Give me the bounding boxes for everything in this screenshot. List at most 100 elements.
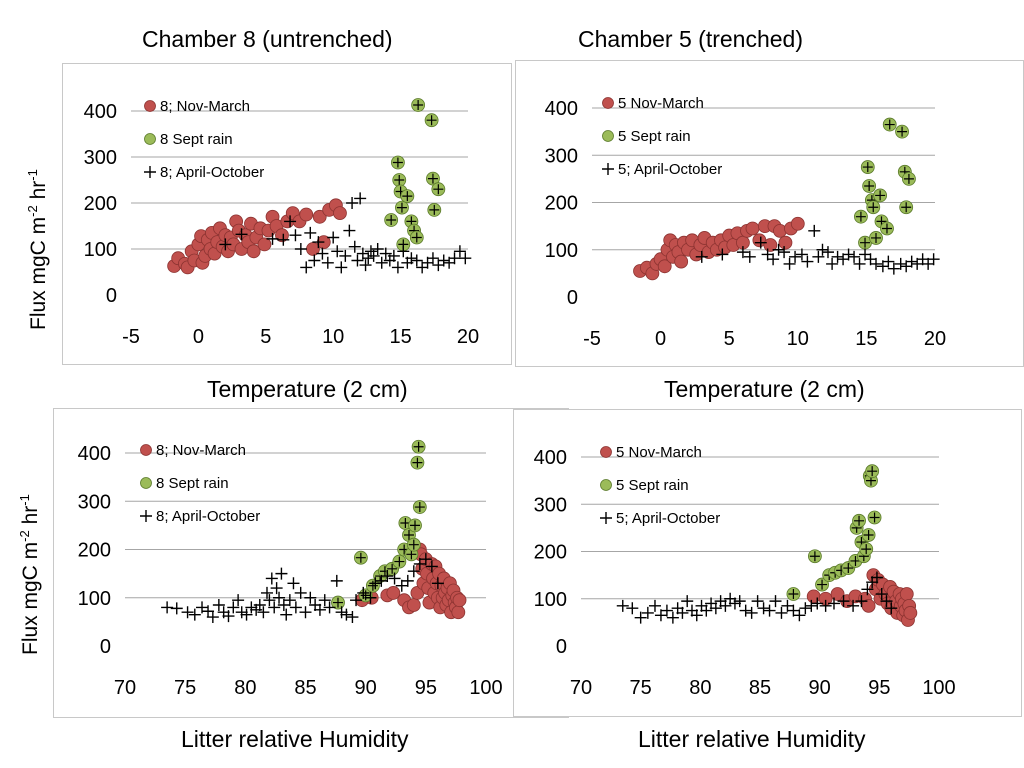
chart-panel-humidity-chamber-5: 0 100 200 300 400 70 75 80 85 90 95 100 5 Nov-March 5…	[513, 409, 1022, 717]
data-point-s1-5	[866, 200, 881, 215]
data-point-s2-14	[245, 601, 258, 614]
chart-svg-bl: 0 100 200 300 400 70 75 80 85 90 95 100 8; Nov-March…	[78, 439, 503, 699]
x-tick-label: 95	[868, 677, 890, 699]
x-tick-label: 80	[689, 677, 711, 699]
data-point-s1-12	[406, 537, 421, 552]
legend-marker-0	[144, 100, 156, 112]
chart-panel-humidity-chamber-8: 0 100 200 300 400 70 75 80 85 90 95 100 8; Nov-March…	[53, 408, 569, 718]
data-point-s2-2	[634, 611, 647, 624]
data-point-s2-11	[795, 248, 808, 261]
legend-marker-0	[140, 444, 152, 456]
x-tick-label: 5	[260, 326, 271, 348]
data-point-s0-11	[674, 254, 689, 269]
data-point-s1-16-cross	[867, 466, 878, 477]
data-point-s2-41	[866, 576, 879, 589]
data-point-s1-1	[353, 550, 368, 565]
data-point-s2-26	[280, 608, 293, 621]
data-point-s1-2-cross	[862, 162, 873, 173]
data-point-s2-41	[350, 594, 363, 607]
data-point-s2-47	[388, 572, 401, 585]
data-point-s1-9-cross	[881, 223, 892, 234]
data-point-s1-12-cross	[427, 173, 438, 184]
data-point-s0-38	[299, 207, 314, 222]
data-point-s1-1	[807, 549, 822, 564]
data-point-s2-9	[222, 610, 235, 623]
data-point-s2-27	[371, 243, 384, 255]
data-point-s2-15	[705, 597, 718, 610]
data-point-s2-11	[685, 604, 698, 617]
data-point-s1-2	[860, 160, 875, 174]
data-point-s2-34	[922, 257, 935, 270]
y-tick-label: 300	[545, 145, 578, 167]
y-tick-label: 300	[78, 491, 111, 513]
data-point-s1-4	[395, 200, 409, 215]
data-point-s2-28	[887, 262, 900, 275]
x-axis-label-temperature-right: Temperature (2 cm)	[664, 376, 865, 402]
data-point-s1-2	[815, 577, 829, 592]
y-tick-label: 400	[545, 98, 578, 120]
data-point-s0-34	[778, 235, 793, 250]
data-point-s2-50	[407, 565, 420, 578]
data-point-s1-7-cross	[875, 190, 886, 201]
y-tick-label: 0	[556, 636, 567, 658]
data-point-s1-11-cross	[897, 126, 908, 137]
data-point-s2-35	[927, 253, 940, 266]
data-point-s2-24	[275, 567, 288, 580]
data-point-s2-33	[916, 253, 929, 266]
x-tick-label: 0	[193, 326, 204, 348]
data-point-s2-6	[660, 604, 673, 617]
legend-marker-1	[602, 130, 614, 142]
data-point-s2-39	[340, 608, 353, 621]
data-point-s2-20	[728, 597, 741, 610]
data-point-s2-13	[695, 599, 708, 612]
data-point-s1-6	[869, 231, 883, 245]
data-point-s1-7	[873, 188, 888, 203]
data-point-s1-3-cross	[367, 580, 378, 591]
data-point-s1-1	[391, 155, 405, 170]
data-point-s1-1-cross	[860, 237, 871, 248]
data-point-s2-24	[751, 595, 764, 608]
data-point-s2-39	[426, 252, 439, 265]
legend-label-2: 5; April-October	[616, 510, 720, 527]
data-point-s1-16	[412, 500, 427, 514]
data-point-s2-36	[827, 597, 840, 610]
data-point-s2-40	[346, 611, 359, 624]
data-point-s2-25	[757, 602, 770, 615]
data-point-s2-1	[170, 602, 183, 615]
data-point-s1-0	[854, 209, 868, 224]
data-point-s1-13	[861, 528, 876, 542]
data-point-s2-43	[448, 252, 461, 265]
data-point-s2-5	[654, 609, 667, 622]
data-point-s2-3	[188, 608, 201, 621]
data-point-s2-11	[232, 594, 245, 607]
data-point-s2-31	[387, 249, 400, 262]
data-point-s1-16	[865, 464, 880, 479]
data-point-s1-3-cross	[864, 180, 875, 191]
data-point-s2-38	[847, 599, 860, 612]
data-point-s2-27	[882, 255, 895, 268]
data-point-s1-2-cross	[394, 175, 405, 185]
data-point-s2-41	[437, 254, 450, 267]
x-axis-label-humidity-right: Litter relative Humidity	[638, 726, 866, 752]
data-point-s1-14	[410, 455, 425, 470]
data-point-s2-6	[294, 243, 307, 255]
data-point-s2-7	[300, 261, 313, 274]
x-tick-label: 75	[630, 677, 652, 699]
data-point-s1-0	[331, 595, 345, 610]
data-point-s2-36	[410, 254, 423, 267]
legend-marker-2	[600, 512, 612, 524]
data-point-s2-3	[743, 250, 756, 263]
chart-title-chamber-8: Chamber 8 (untrenched)	[142, 26, 393, 52]
data-point-s0-44	[333, 206, 347, 221]
data-point-s2-31	[905, 255, 918, 268]
data-point-s1-10-cross	[884, 119, 895, 130]
data-point-s1-12-cross	[861, 544, 872, 555]
data-point-s2-0	[616, 599, 629, 612]
chart-title-chamber-5: Chamber 5 (trenched)	[578, 26, 803, 52]
data-point-s2-16	[253, 598, 266, 611]
data-point-s1-13	[408, 518, 422, 533]
data-point-s2-48	[395, 579, 408, 592]
data-point-s1-0-cross	[332, 597, 343, 608]
data-point-s0-39	[452, 593, 467, 608]
data-point-s1-0	[384, 213, 399, 227]
